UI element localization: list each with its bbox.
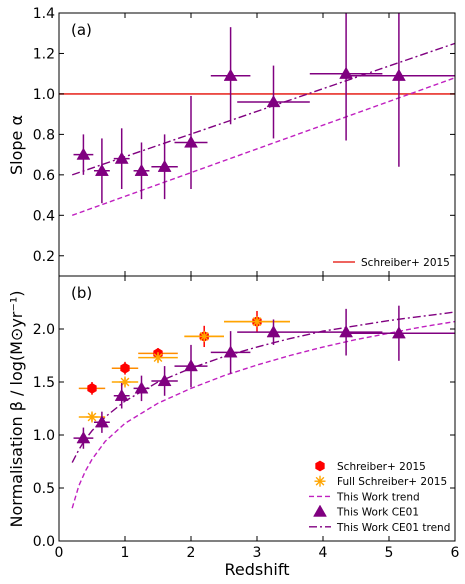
series-full-schreiber-2015 (78, 316, 290, 423)
data-point-triangle (94, 163, 109, 176)
panel-b-plot-area (71, 305, 455, 509)
y-tick-label: 1.2 (33, 46, 55, 62)
data-point-triangle (157, 159, 172, 172)
panel-b-legend: Schreiber+ 2015 Full Schreiber+ 2015 This … (309, 460, 450, 534)
series-this-work-ce01 (73, 305, 455, 449)
panel-a-plot-area (59, 13, 455, 216)
panel-a-y-ticks: 0.2 0.4 0.6 0.8 1.0 1.2 1.4 (33, 6, 455, 265)
legend-label: This Work CE01 (336, 507, 419, 519)
panel-a-marks (59, 13, 455, 216)
trend-line-this-work (71, 320, 455, 509)
data-point-triangle (157, 373, 172, 387)
data-point-triangle (391, 326, 406, 339)
series-this-work-ce01 (73, 13, 455, 204)
x-axis-title: Redshift (225, 560, 290, 579)
panel-a-frame (58, 12, 456, 277)
x-tick-label: 5 (385, 545, 394, 561)
data-point-star (152, 352, 164, 364)
legend-label: Schreiber+ 2015 (337, 461, 426, 473)
y-tick-label: 1.4 (33, 6, 55, 22)
panel-a: 0.2 0.4 0.6 0.8 1.0 1.2 1.4 (a) Slope α Schrei… (7, 6, 456, 277)
y-tick-label: 0.4 (33, 208, 55, 224)
data-point-triangle (339, 325, 354, 338)
data-point-star (86, 411, 98, 423)
data-point-triangle (391, 68, 406, 81)
panel-b-label: (b) (71, 284, 92, 302)
y-tick-label: 2.0 (33, 322, 55, 338)
legend-item: This Work CE01 (313, 504, 419, 519)
panel-b-x-ticks: 0 1 2 3 4 5 6 (55, 276, 460, 561)
legend-marker-triangle (313, 504, 327, 517)
data-point-triangle (76, 431, 91, 444)
panel-b-y-ticks: 0.0 0.5 1.0 1.5 2.0 (33, 322, 455, 550)
trend-line-ce01 (71, 42, 455, 176)
data-point-triangle (184, 135, 198, 148)
legend-label: This Work CE01 trend (336, 522, 450, 534)
data-point-triangle (266, 95, 281, 108)
data-point-triangle (134, 381, 149, 394)
data-point-hexagon (120, 362, 130, 374)
data-point-triangle (266, 325, 281, 338)
data-point-triangle (76, 147, 91, 160)
data-point-triangle (114, 388, 129, 401)
y-tick-label: 0.8 (33, 127, 55, 143)
legend-item: This Work CE01 trend (309, 522, 450, 534)
data-point-triangle (223, 345, 238, 358)
data-point-triangle (94, 415, 109, 428)
legend-marker-star (314, 475, 326, 487)
legend-label: This Work trend (336, 491, 420, 503)
data-point-triangle (339, 66, 354, 79)
data-point-star (251, 316, 263, 328)
panel-b-y-axis-title: Normalisation β / log(M⊙yr⁻¹) (7, 291, 26, 528)
data-point-triangle (184, 359, 198, 372)
legend-label-schreiber-a: Schreiber+ 2015 (361, 257, 450, 269)
x-tick-label: 4 (319, 545, 328, 561)
panel-a-label: (a) (71, 21, 92, 39)
y-tick-label: 0.2 (33, 249, 55, 265)
legend-label: Full Schreiber+ 2015 (337, 476, 447, 488)
trend-line-ce01 (71, 311, 455, 463)
x-tick-label: 2 (187, 545, 196, 561)
data-point-triangle (223, 68, 238, 81)
x-tick-label: 3 (253, 545, 262, 561)
panel-a-y-axis-title: Slope α (7, 115, 26, 175)
data-point-hexagon (87, 382, 97, 394)
legend-item: This Work trend (309, 491, 420, 503)
y-tick-label: 1.0 (33, 87, 55, 103)
panel-a-legend: Schreiber+ 2015 (333, 257, 450, 269)
y-tick-label: 0.0 (33, 534, 55, 550)
legend-item: Schreiber+ 2015 (315, 460, 426, 473)
y-tick-label: 1.5 (33, 375, 55, 391)
data-point-triangle (114, 151, 129, 164)
y-tick-label: 0.5 (33, 481, 55, 497)
data-point-star (198, 330, 210, 342)
x-tick-label: 1 (121, 545, 130, 561)
panel-b-marks (71, 305, 455, 509)
y-tick-label: 0.6 (33, 168, 55, 184)
data-point-triangle (134, 163, 149, 176)
trend-line-this-work (71, 77, 455, 216)
legend-item: Full Schreiber+ 2015 (314, 475, 447, 488)
x-tick-label: 0 (55, 545, 64, 561)
x-tick-label: 6 (451, 545, 460, 561)
panel-b: 0.0 0.5 1.0 1.5 2.0 0 1 2 3 4 5 6 (b) Normalisatio… (7, 275, 460, 579)
y-tick-label: 1.0 (33, 428, 55, 444)
legend-marker-hexagon (315, 460, 325, 472)
panel-a-x-ticks (58, 13, 456, 276)
